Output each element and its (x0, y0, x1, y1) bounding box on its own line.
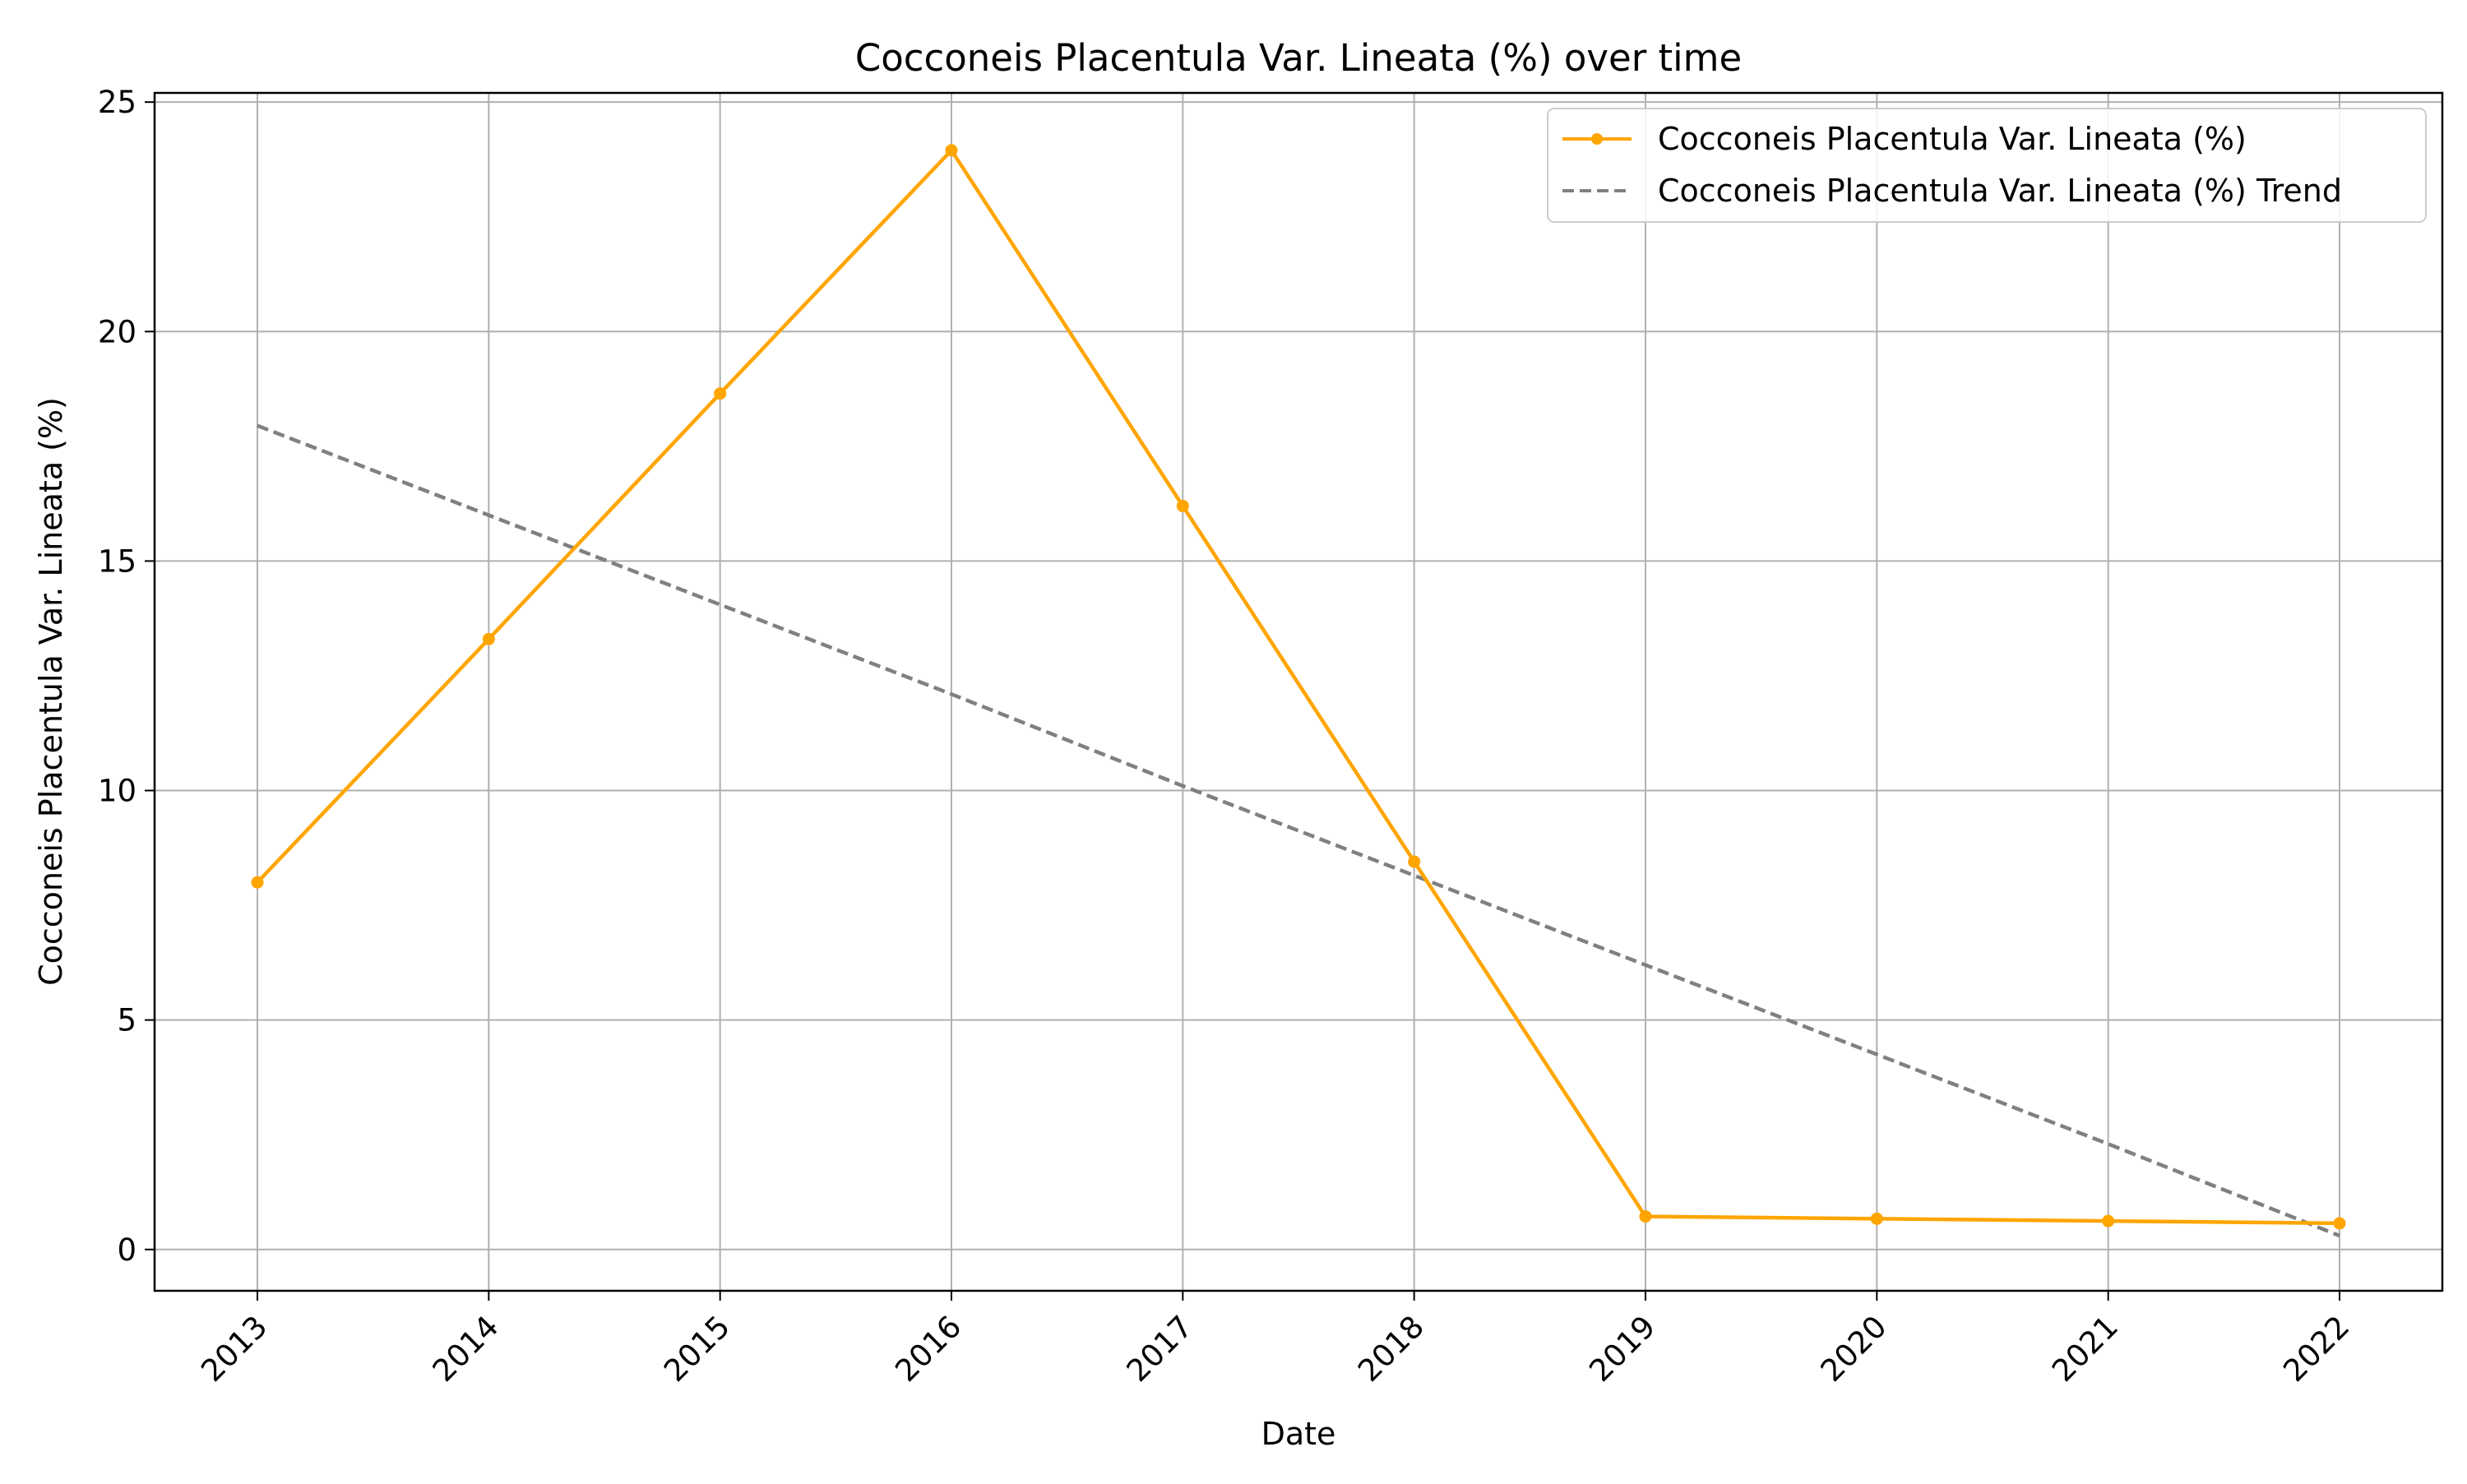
y-tick-label: 20 (98, 314, 137, 349)
data-point (1408, 855, 1421, 868)
y-tick-label: 0 (117, 1232, 137, 1268)
series-line (256, 148, 2340, 1226)
data-point (2102, 1214, 2115, 1227)
legend: Cocconeis Placentula Var. Lineata (%) Co… (1547, 108, 2427, 223)
data-point (482, 632, 495, 645)
legend-label-series: Cocconeis Placentula Var. Lineata (%) (1658, 121, 2247, 157)
y-tick-label: 5 (117, 1003, 137, 1038)
data-point (2333, 1217, 2346, 1230)
x-axis-label: Date (1261, 1416, 1336, 1452)
data-point (714, 387, 727, 400)
data-point (945, 144, 958, 157)
trend-line (257, 423, 2340, 1238)
data-point (251, 876, 264, 889)
y-tick-label: 25 (98, 85, 137, 120)
grid (155, 93, 2442, 1291)
data-point (1870, 1212, 1883, 1225)
chart-title: Cocconeis Placentula Var. Lineata (%) ov… (855, 36, 1742, 80)
y-tick-label: 10 (98, 774, 137, 809)
data-point (1176, 499, 1189, 512)
y-axis-label: Cocconeis Placentula Var. Lineata (%) (33, 397, 69, 986)
legend-marker-series (1591, 133, 1603, 145)
legend-label-trend: Cocconeis Placentula Var. Lineata (%) Tr… (1658, 173, 2342, 209)
legend-box (1547, 108, 2427, 223)
data-point (1639, 1210, 1652, 1223)
plot-area-frame (153, 91, 2444, 1292)
series-group (251, 144, 2346, 1238)
y-tick-label: 15 (98, 543, 137, 579)
